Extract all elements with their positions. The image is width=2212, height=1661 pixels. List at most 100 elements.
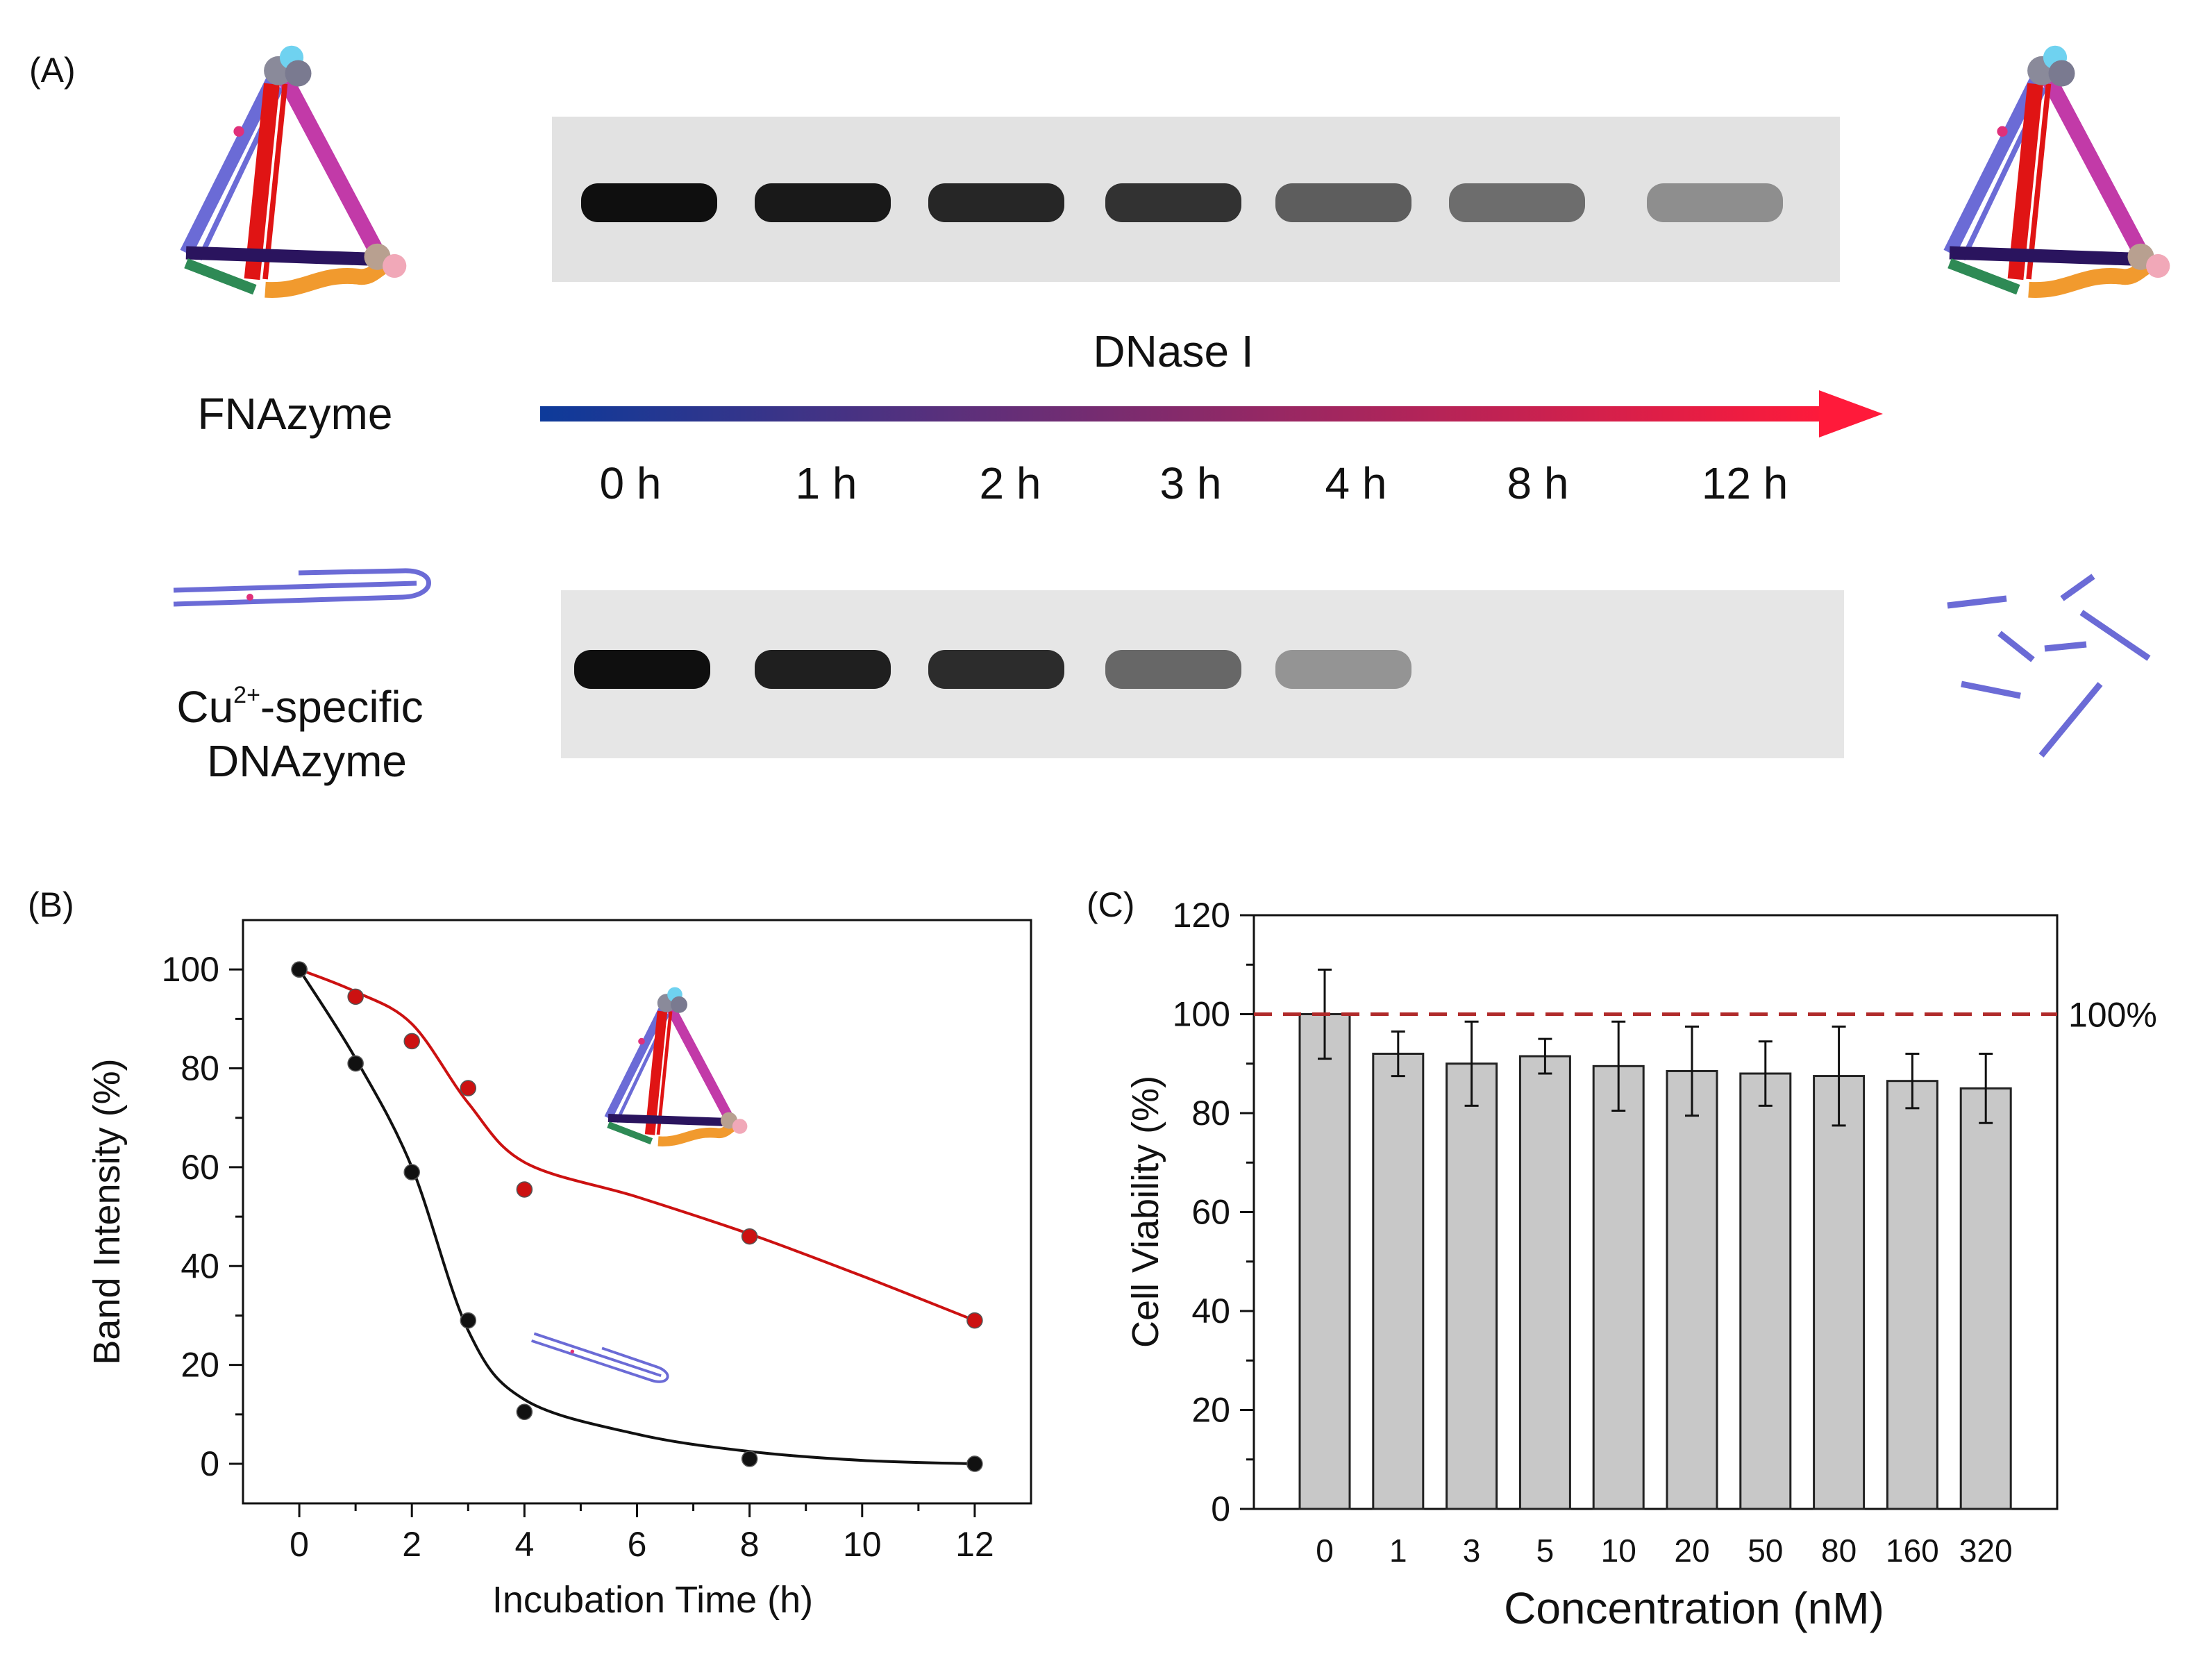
panel-b-xtick-label-1: 2: [402, 1525, 421, 1564]
panel-b: (B) 0 2 4 6 8 10 12 0 20 40 60 80 100 Incubation Tim…: [28, 885, 1032, 1621]
dnazyme-point-0: [291, 961, 308, 978]
top-gel-band-5: [1449, 183, 1585, 222]
panel-c-xtick-label-0: 0: [1316, 1533, 1334, 1569]
fnazyme-point-1: [347, 988, 364, 1005]
fnazyme-point-2: [403, 1033, 420, 1050]
bar-5: [1518, 1055, 1571, 1510]
panel-c-xtick-label-2: 3: [1463, 1533, 1481, 1569]
fnazyme-label: FNAzyme: [198, 389, 393, 439]
time-label-2: 2 h: [980, 458, 1041, 508]
dnazyme-point-2: [403, 1164, 420, 1180]
degraded-fragments-icon: [1947, 574, 2151, 758]
fnazyme-point-6: [966, 1312, 983, 1329]
time-label-6: 12 h: [1702, 458, 1788, 508]
bar-320: [1959, 1087, 2012, 1510]
time-label-0: 0 h: [600, 458, 662, 508]
time-labels: 0 h 1 h 2 h 3 h 4 h 8 h 12 h: [600, 458, 1788, 508]
panel-b-xtick-label-5: 10: [843, 1525, 882, 1564]
panel-b-ticks: 0 2 4 6 8 10 12 0 20 40 60 80 100: [162, 950, 994, 1564]
fnazyme-icon-right: [1950, 46, 2170, 290]
panel-b-xtick-label-4: 8: [740, 1525, 760, 1564]
panel-b-xtick-label-6: 12: [955, 1525, 994, 1564]
fnazyme-icon-left: [186, 46, 406, 290]
panel-b-ytick-label-1: 20: [181, 1346, 219, 1385]
panel-c-xtick-label-5: 20: [1674, 1533, 1709, 1569]
panel-b-fnazyme-inset-icon: [608, 987, 747, 1142]
fnazyme-fit-curve: [299, 968, 975, 1322]
top-gel-band-1: [755, 183, 891, 222]
panel-b-ytick-label-5: 100: [162, 950, 219, 989]
arrow-label: DNase I: [1093, 326, 1253, 376]
panel-c-xtick-label-3: 5: [1536, 1533, 1555, 1569]
panel-c-ytick-label-2: 40: [1191, 1292, 1230, 1330]
bottom-gel-band-0: [574, 650, 710, 689]
time-label-5: 8 h: [1507, 458, 1569, 508]
bar-20: [1666, 1069, 1718, 1510]
dnazyme-hairpin-icon: [174, 571, 429, 604]
top-gel-band-0: [581, 183, 717, 222]
dnazyme-fit-curve: [298, 969, 975, 1466]
top-gel-band-2: [928, 183, 1064, 222]
bottom-gel-bands: [574, 650, 1411, 689]
top-gel-band-4: [1275, 183, 1411, 222]
top-gel-band-3: [1105, 183, 1241, 222]
panel-b-ytick-label-4: 80: [181, 1049, 219, 1088]
panel-c: (C) 0 20 40 60 80 100 120 0 1 3 5 10 20 50 80 160 320 1…: [1087, 885, 2157, 1633]
panel-b-ytick-label-0: 0: [200, 1444, 219, 1483]
panel-c-ticks: 0 20 40 60 80 100 120: [1173, 896, 1254, 1528]
panel-c-xtick-label-7: 80: [1821, 1533, 1857, 1569]
time-label-3: 3 h: [1160, 458, 1222, 508]
panel-c-ytick-label-0: 0: [1211, 1489, 1230, 1528]
dnazyme-label-suffix: -specific: [260, 682, 424, 732]
panel-c-ytick-label-4: 80: [1191, 1094, 1230, 1133]
fnazyme-point-4: [516, 1181, 533, 1198]
panel-c-xtick-label-9: 320: [1959, 1533, 2013, 1569]
panel-c-xtick-label-4: 10: [1601, 1533, 1636, 1569]
time-label-1: 1 h: [796, 458, 857, 508]
dnazyme-point-1: [347, 1055, 364, 1072]
panel-c-xlabel: Concentration (nM): [1504, 1583, 1884, 1633]
dnazyme-label-superscript: 2+: [233, 682, 260, 708]
panel-b-xtick-label-0: 0: [290, 1525, 309, 1564]
fnazyme-point-5: [741, 1228, 758, 1245]
bar-80: [1813, 1075, 1866, 1510]
dnazyme-point-4: [516, 1403, 533, 1421]
panel-b-ylabel: Band Intensity (%): [86, 1058, 128, 1364]
panel-c-bars: 0 1 3 5 10 20 50 80 160 320: [1298, 968, 2013, 1569]
panel-c-ytick-label-3: 60: [1191, 1193, 1230, 1232]
panel-a-label: (A): [29, 51, 76, 90]
dnazyme-point-6: [966, 1455, 983, 1472]
panel-b-frame: [242, 919, 1032, 1505]
dnazyme-label-line1: Cu2+-specific: [176, 682, 423, 732]
dnazyme-point-5: [741, 1451, 758, 1467]
panel-b-label: (B): [28, 885, 74, 924]
panel-a: (A) FNAzyme DNase I 0 h 1 h 2 h 3 h 4 h …: [29, 46, 2170, 786]
panel-c-ytick-label-1: 20: [1191, 1391, 1230, 1430]
bar-50: [1739, 1072, 1792, 1510]
panel-b-xtick-label-3: 6: [628, 1525, 647, 1564]
panel-b-ytick-label-3: 60: [181, 1148, 219, 1187]
panel-b-xtick-label-2: 4: [514, 1525, 534, 1564]
panel-b-ytick-label-2: 40: [181, 1246, 219, 1285]
bottom-gel-band-3: [1105, 650, 1241, 689]
bar-3: [1446, 1062, 1498, 1510]
panel-c-xtick-label-6: 50: [1748, 1533, 1783, 1569]
panel-b-xlabel: Incubation Time (h): [492, 1579, 813, 1621]
panel-c-ytick-label-6: 120: [1173, 896, 1230, 935]
dnase-arrow: [540, 390, 1883, 437]
bar-160: [1886, 1080, 1938, 1510]
bar-1: [1372, 1053, 1425, 1510]
reference-line-label: 100%: [2068, 996, 2157, 1035]
fnazyme-point-3: [460, 1080, 477, 1096]
top-gel-band-6: [1647, 183, 1783, 222]
panel-b-fit-curves: [298, 968, 975, 1466]
panel-c-ylabel: Cell Viability (%): [1125, 1076, 1166, 1348]
panel-b-dnazyme-inset-icon: [530, 1322, 671, 1390]
top-gel-bands: [581, 183, 1783, 222]
dnazyme-label-prefix: Cu: [176, 682, 233, 732]
time-label-4: 4 h: [1325, 458, 1387, 508]
dnazyme-point-3: [460, 1312, 477, 1329]
panel-c-ytick-label-5: 100: [1173, 995, 1230, 1034]
panel-c-label: (C): [1087, 885, 1134, 924]
